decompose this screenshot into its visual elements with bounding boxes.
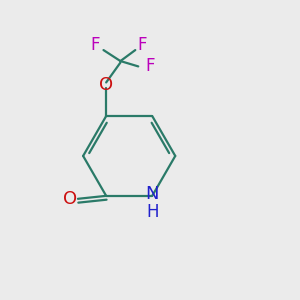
Text: O: O (99, 76, 113, 94)
Text: F: F (146, 57, 155, 75)
Text: O: O (62, 190, 77, 208)
Text: H: H (146, 203, 158, 221)
Text: N: N (146, 185, 159, 203)
Text: F: F (137, 36, 147, 54)
Text: F: F (90, 36, 100, 54)
